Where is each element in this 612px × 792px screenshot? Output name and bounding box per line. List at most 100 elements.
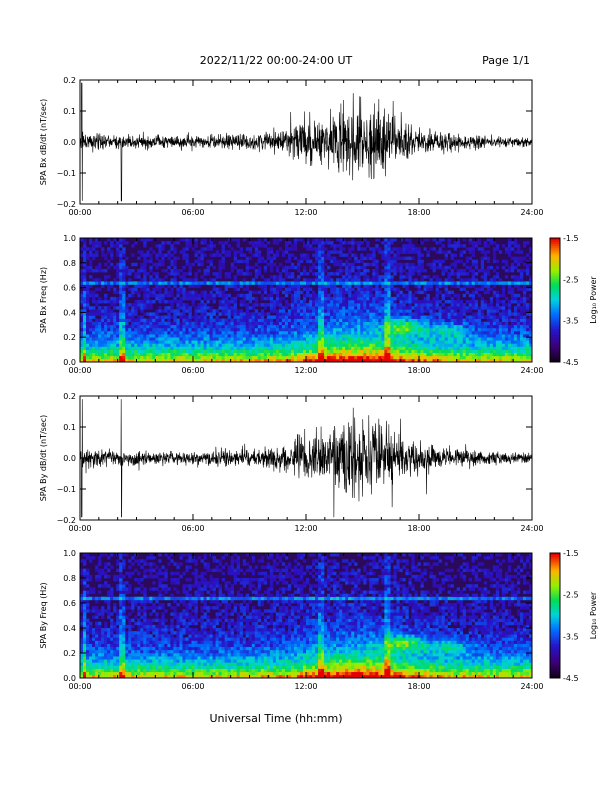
panel-bx-spectrogram-cell bbox=[384, 256, 388, 260]
panel-bx-spectrogram-cell bbox=[351, 296, 355, 301]
panel-bx-spectrogram-cell bbox=[474, 306, 479, 310]
panel-bx-spectrogram-cell bbox=[227, 284, 231, 288]
panel-bx-spectrogram-cell bbox=[221, 346, 225, 350]
panel-bx-spectrogram-cell bbox=[417, 327, 421, 332]
panel-bx-spectrogram-cell bbox=[80, 324, 84, 329]
panel-bx-spectrogram-cell bbox=[260, 303, 265, 307]
panel-bx-spectrogram-cell bbox=[239, 309, 244, 313]
panel-bx-spectrogram-cell bbox=[399, 275, 403, 279]
panel-bx-spectrogram-cell bbox=[477, 352, 482, 357]
panel-bx-spectrogram-cell bbox=[345, 290, 349, 295]
panel-bx-spectrogram-cell bbox=[513, 296, 518, 301]
panel-bx-spectrogram-cell bbox=[200, 247, 204, 251]
panel-bx-spectrogram-cell bbox=[167, 324, 171, 329]
panel-bx-spectrogram-cell bbox=[266, 352, 271, 357]
panel-bx-spectrogram-cell bbox=[375, 309, 379, 313]
panel-bx-spectrogram-cell bbox=[519, 312, 524, 316]
panel-bx-spectrogram-cell bbox=[477, 238, 482, 242]
panel-bx-spectrogram-cell bbox=[351, 303, 355, 307]
panel-bx-spectrogram-cell bbox=[483, 343, 488, 347]
panel-bx-spectrogram-cell bbox=[239, 250, 244, 254]
panel-bx-spectrogram-cell bbox=[200, 293, 204, 298]
panel-bx-spectrogram-cell bbox=[125, 296, 129, 301]
panel-bx-spectrogram-cell bbox=[429, 343, 433, 347]
panel-bx-spectrogram-cell bbox=[233, 324, 237, 329]
panel-bx-spectrogram-cell bbox=[287, 334, 292, 338]
panel-bx-spectrogram-cell bbox=[266, 327, 271, 332]
panel-bx-spectrogram-cell bbox=[336, 309, 340, 313]
panel-bx-spectrogram-cell bbox=[342, 337, 346, 341]
panel-bx-spectrogram-cell bbox=[495, 337, 500, 341]
panel-bx-spectrogram-cell bbox=[372, 337, 376, 341]
panel-bx-spectrogram-cell bbox=[489, 324, 494, 329]
panel-bx-spectrogram-cell bbox=[396, 262, 400, 267]
panel-bx-spectrogram-cell bbox=[101, 250, 105, 254]
panel-bx-spectrogram-cell bbox=[302, 293, 307, 298]
panel-bx-spectrogram-cell bbox=[260, 324, 265, 329]
panel-bx-spectrogram-cell bbox=[179, 312, 183, 316]
panel-bx-spectrogram-cell bbox=[348, 262, 352, 267]
panel-bx-spectrogram-cell bbox=[176, 318, 180, 322]
panel-bx-spectrogram-cell bbox=[194, 334, 198, 338]
panel-bx-spectrogram-cell bbox=[453, 352, 457, 357]
panel-bx-spectrogram-cell bbox=[378, 340, 382, 344]
panel-bx-spectrogram-cell bbox=[302, 321, 307, 326]
colorbar-swatch bbox=[550, 279, 560, 282]
panel-bx-spectrogram-cell bbox=[290, 262, 295, 267]
panel-bx-spectrogram-cell bbox=[260, 352, 265, 357]
panel-bx-spectrogram-cell bbox=[245, 265, 250, 270]
panel-bx-spectrogram-cell bbox=[363, 340, 367, 344]
panel-bx-spectrogram-cell bbox=[119, 349, 123, 353]
panel-bx-spectrogram-cell bbox=[95, 241, 99, 245]
panel-bx-spectrogram-cell bbox=[188, 238, 192, 242]
panel-bx-spectrogram-cell bbox=[510, 241, 515, 245]
panel-bx-spectrogram-cell bbox=[432, 303, 436, 307]
panel-bx-spectrogram-cell bbox=[390, 346, 394, 350]
panel-bx-spectrogram-cell bbox=[284, 275, 289, 279]
panel-bx-spectrogram-cell bbox=[354, 259, 358, 264]
panel-bx-spectrogram-cell bbox=[489, 278, 494, 282]
panel-bx-spectrogram-cell bbox=[330, 259, 334, 264]
panel-bx-spectrogram-cell bbox=[107, 300, 111, 304]
panel-bx-spectrogram-cell bbox=[393, 321, 397, 326]
panel-bx-spectrogram-cell bbox=[318, 334, 322, 338]
panel-bx-spectrogram-cell bbox=[429, 278, 433, 282]
panel-bx-spectrogram-cell bbox=[495, 275, 500, 279]
panel-bx-spectrogram-cells bbox=[80, 238, 533, 363]
panel-bx-spectrogram-cell bbox=[441, 327, 445, 332]
panel-bx-spectrogram-cell bbox=[197, 346, 201, 350]
panel-bx-spectrogram-cell bbox=[345, 272, 349, 276]
panel-bx-spectrogram-cell bbox=[525, 340, 530, 344]
panel-bx-spectrogram-cell bbox=[354, 241, 358, 245]
panel-bx-spectrogram-cell bbox=[200, 355, 204, 360]
panel-bx-spectrogram-cell bbox=[104, 275, 108, 279]
panel-bx-spectrogram-cell bbox=[239, 247, 244, 251]
panel-bx-spectrogram-cell bbox=[281, 349, 286, 353]
panel-bx-spectrogram-cell bbox=[318, 318, 322, 322]
panel-bx-spectrogram-cell bbox=[293, 312, 298, 316]
panel-bx-spectrogram-cell bbox=[191, 284, 195, 288]
panel-bx-spectrogram-cell bbox=[230, 309, 234, 313]
panel-bx-spectrogram-cell bbox=[182, 275, 186, 279]
panel-bx-spectrogram-cell bbox=[336, 278, 340, 282]
panel-bx-spectrogram-cell bbox=[459, 269, 463, 273]
panel-bx-spectrogram-cell bbox=[375, 327, 379, 332]
panel-bx-spectrogram-cell bbox=[348, 290, 352, 295]
panel-bx-spectrogram-cell bbox=[116, 247, 120, 251]
panel-bx-spectrogram-cell bbox=[149, 315, 153, 319]
panel-bx-spectrogram-cell bbox=[80, 337, 84, 341]
panel-bx-spectrogram-cell bbox=[131, 306, 135, 310]
panel-bx-spectrogram-cell bbox=[360, 358, 364, 363]
panel-bx-spectrogram-cell bbox=[438, 262, 442, 267]
panel-by-spectrogram-cell bbox=[86, 606, 90, 610]
panel-bx-spectrogram-cell bbox=[465, 315, 470, 319]
panel-bx-spectrogram-cell bbox=[95, 327, 99, 332]
panel-bx-spectrogram-cell bbox=[224, 331, 228, 335]
panel-bx-spectrogram-cell bbox=[375, 355, 379, 360]
panel-bx-spectrogram-cell bbox=[414, 355, 418, 360]
panel-bx-spectrogram-cell bbox=[306, 284, 310, 288]
panel-bx-spectrogram-cell bbox=[471, 278, 476, 282]
panel-bx-spectrogram-cell bbox=[146, 272, 150, 276]
panel-bx-spectrogram-cell bbox=[83, 349, 87, 353]
panel-bx-spectrogram-cell bbox=[302, 315, 307, 319]
